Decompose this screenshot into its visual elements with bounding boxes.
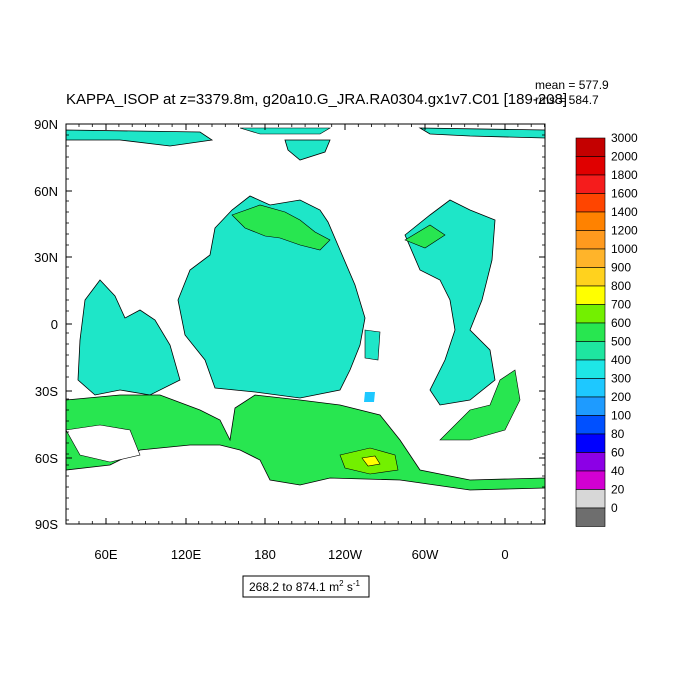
arctic-region-east [418, 127, 546, 139]
colorbar-label: 1000 [611, 242, 638, 256]
lat-label: 0 [51, 317, 58, 332]
colorbar-label: 1600 [611, 187, 638, 201]
colorbar-label: 500 [611, 335, 631, 349]
colorbar-swatch [575, 248, 606, 268]
colorbar-swatch [575, 174, 606, 194]
range-box: 268.2 to 874.1 m2 s-1 [242, 575, 370, 598]
colorbar-label: 1400 [611, 205, 638, 219]
colorbar: 3000200018001600140012001000900800700600… [575, 131, 638, 527]
colorbar-label: 1200 [611, 224, 638, 238]
range-sup2: -1 [353, 579, 361, 588]
colorbar-label: 40 [611, 464, 625, 478]
colorbar-label: 700 [611, 298, 631, 312]
range-text: 268.2 to 874.1 m2 s-1 [249, 579, 361, 594]
colorbar-label: 300 [611, 372, 631, 386]
colorbar-swatch [575, 415, 606, 435]
colorbar-label: 3000 [611, 131, 638, 145]
range-prefix: 268.2 to 874.1 m [249, 580, 339, 594]
mean-stat: mean = 577.9 [535, 78, 609, 92]
colorbar-swatch [575, 489, 606, 509]
lon-label: 60E [94, 547, 117, 562]
lat-label: 60N [34, 184, 58, 199]
ocean-field [65, 127, 546, 491]
lat-label: 90S [35, 517, 58, 532]
colorbar-label: 2000 [611, 150, 638, 164]
deep-spot [364, 392, 375, 402]
north-pacific-band [231, 204, 331, 251]
colorbar-swatch [575, 322, 606, 342]
map-panel: 90N 60N 30N 0 30S 60S 90S 60E 120E 180 120W 60W 0 [34, 117, 546, 562]
southern-peak-patch [361, 455, 381, 467]
colorbar-label: 400 [611, 353, 631, 367]
colorbar-label: 1800 [611, 168, 638, 182]
colorbar-swatch [575, 341, 606, 361]
lat-label: 30S [35, 384, 58, 399]
lat-label: 30N [34, 250, 58, 265]
lon-label: 180 [254, 547, 276, 562]
colorbar-label: 20 [611, 483, 625, 497]
colorbar-swatch [575, 359, 606, 379]
colorbar-swatch [575, 137, 606, 157]
lon-label: 0 [501, 547, 508, 562]
colorbar-label: 100 [611, 409, 631, 423]
colorbar-swatch [575, 470, 606, 490]
lon-label: 120W [328, 547, 363, 562]
colorbar-swatch [575, 452, 606, 472]
colorbar-swatch [575, 378, 606, 398]
colorbar-label: 60 [611, 446, 625, 460]
colorbar-swatch [575, 211, 606, 231]
north-atlantic-patch [404, 224, 446, 249]
colorbar-label: 0 [611, 501, 618, 515]
range-mid: s [344, 580, 353, 594]
colorbar-label: 800 [611, 279, 631, 293]
colorbar-swatch [575, 267, 606, 287]
colorbar-swatch [575, 193, 606, 213]
colorbar-swatch [575, 156, 606, 176]
colorbar-swatch [575, 285, 606, 305]
latitude-axis: 90N 60N 30N 0 30S 60S 90S [34, 117, 545, 532]
arctic-basin [284, 139, 331, 161]
longitude-axis: 60E 120E 180 120W 60W 0 [78, 124, 545, 562]
colorbar-label: 80 [611, 427, 625, 441]
range-box-frame [242, 575, 370, 598]
colorbar-label: 600 [611, 316, 631, 330]
small-basin [364, 329, 381, 361]
lat-label: 60S [35, 451, 58, 466]
atlantic-region [404, 199, 496, 406]
colorbar-swatch [575, 507, 606, 527]
land-cutout-southwest [65, 424, 141, 463]
colorbar-swatch [575, 396, 606, 416]
lon-label: 60W [412, 547, 439, 562]
lon-label: 120E [171, 547, 202, 562]
plot-title: KAPPA_ISOP at z=3379.8m, g20a10.G_JRA.RA… [66, 91, 567, 108]
lat-label: 90N [34, 117, 58, 132]
arctic-strip [239, 127, 332, 135]
colorbar-label: 900 [611, 261, 631, 275]
colorbar-swatch [575, 304, 606, 324]
rms-stat: rms = 584.7 [535, 93, 599, 107]
colorbar-swatch [575, 433, 606, 453]
colorbar-swatch [575, 230, 606, 250]
south-atlantic-band [439, 369, 521, 441]
indian-region [77, 279, 181, 396]
colorbar-label: 200 [611, 390, 631, 404]
range-sup1: 2 [339, 579, 344, 588]
